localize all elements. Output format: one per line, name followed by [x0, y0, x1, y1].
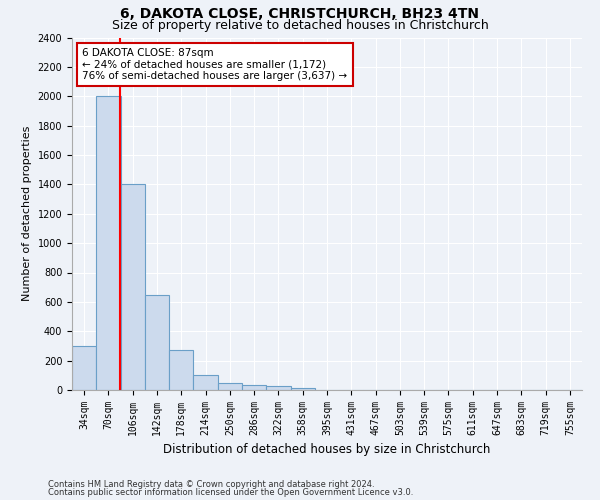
Text: Size of property relative to detached houses in Christchurch: Size of property relative to detached ho… [112, 18, 488, 32]
Text: 6, DAKOTA CLOSE, CHRISTCHURCH, BH23 4TN: 6, DAKOTA CLOSE, CHRISTCHURCH, BH23 4TN [121, 8, 479, 22]
Bar [218, 382, 242, 390]
Text: Contains HM Land Registry data © Crown copyright and database right 2024.: Contains HM Land Registry data © Crown c… [48, 480, 374, 489]
Text: Contains public sector information licensed under the Open Government Licence v3: Contains public sector information licen… [48, 488, 413, 497]
Bar [290, 388, 315, 390]
Bar [193, 376, 218, 390]
Bar [72, 346, 96, 390]
Text: 6 DAKOTA CLOSE: 87sqm
← 24% of detached houses are smaller (1,172)
76% of semi-d: 6 DAKOTA CLOSE: 87sqm ← 24% of detached … [82, 48, 347, 82]
X-axis label: Distribution of detached houses by size in Christchurch: Distribution of detached houses by size … [163, 444, 491, 456]
Bar [266, 386, 290, 390]
Bar [121, 184, 145, 390]
Bar [169, 350, 193, 390]
Y-axis label: Number of detached properties: Number of detached properties [22, 126, 32, 302]
Bar [145, 294, 169, 390]
Bar [96, 96, 121, 390]
Bar [242, 385, 266, 390]
